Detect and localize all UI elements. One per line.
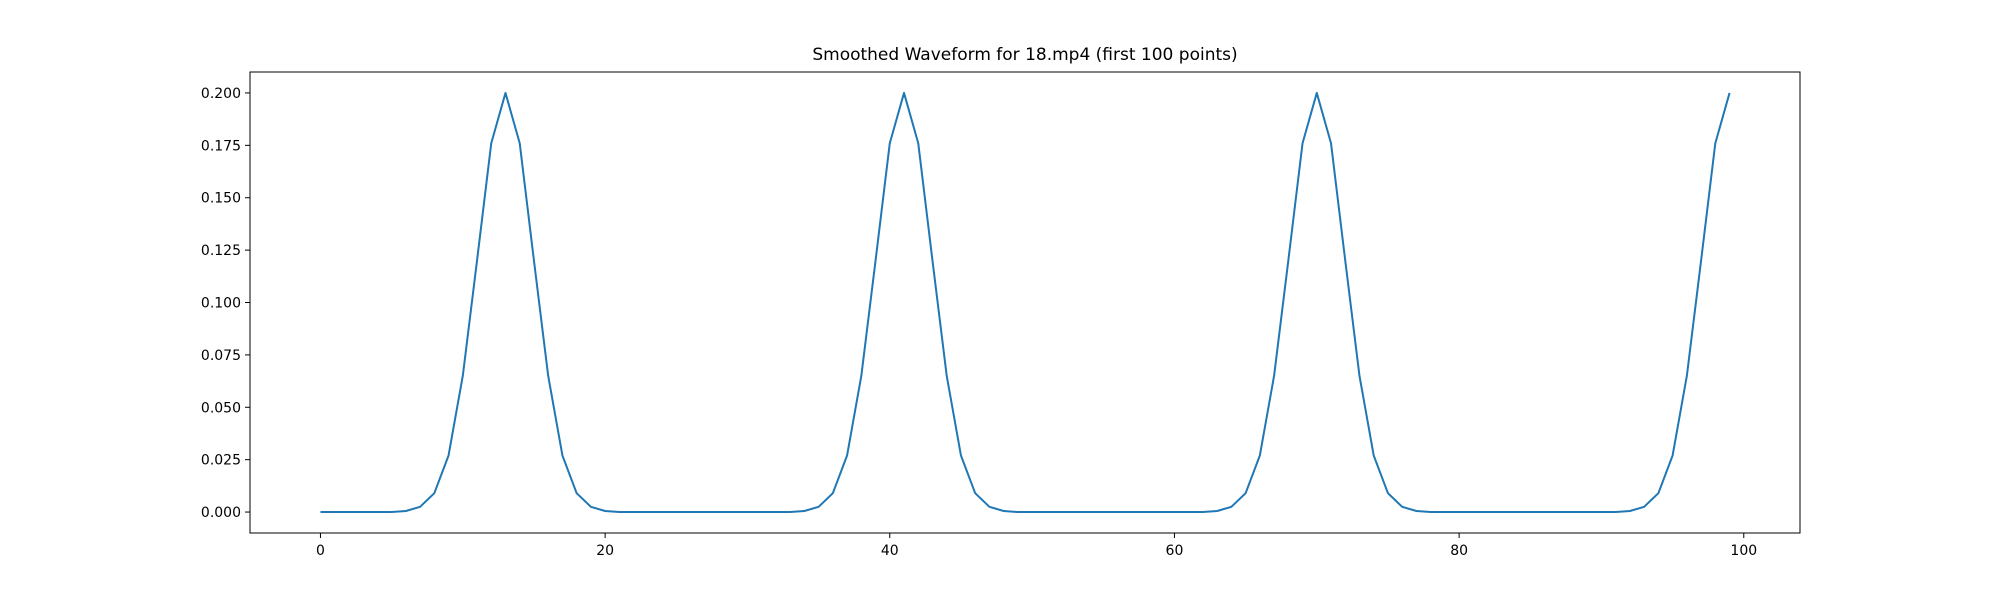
y-tick-label: 0.050 — [201, 400, 241, 416]
x-tick-label: 100 — [1730, 543, 1757, 559]
y-tick-label: 0.075 — [201, 348, 241, 364]
y-tick-label: 0.175 — [201, 138, 241, 154]
x-tick-label: 40 — [881, 543, 899, 559]
waveform-series-line — [320, 91, 1731, 514]
x-axis: 0 20 40 60 80 100 — [316, 533, 1757, 559]
x-tick-label: 60 — [1166, 543, 1184, 559]
chart-title: Smoothed Waveform for 18.mp4 (first 100 … — [812, 45, 1237, 65]
y-tick-label: 0.000 — [201, 505, 241, 521]
x-tick-label: 0 — [316, 543, 325, 559]
y-tick-label: 0.025 — [201, 453, 241, 469]
x-tick-label: 80 — [1450, 543, 1468, 559]
y-axis: 0.000 0.025 0.050 0.075 0.100 0.125 0.150 0.175… — [201, 86, 250, 521]
y-tick-label: 0.200 — [201, 86, 241, 102]
x-tick-label: 20 — [596, 543, 614, 559]
y-tick-label: 0.150 — [201, 191, 241, 207]
y-tick-label: 0.100 — [201, 296, 241, 312]
y-tick-label: 0.125 — [201, 243, 241, 259]
